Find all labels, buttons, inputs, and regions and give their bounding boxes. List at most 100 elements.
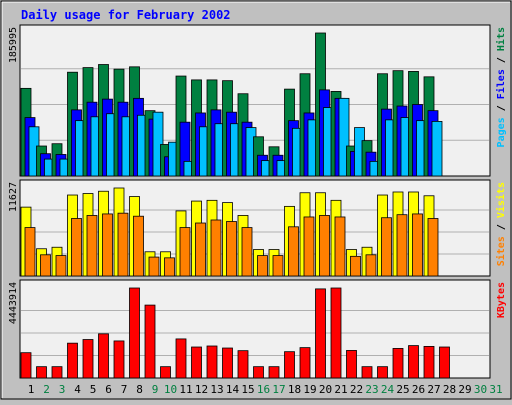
panel-visits-sites: 11627 Sites / Visits bbox=[8, 179, 507, 277]
x-tick-label: 20 bbox=[319, 383, 332, 396]
bar-sites-day-17 bbox=[272, 255, 284, 277]
x-tick-label: 11 bbox=[179, 383, 192, 396]
bar-kbytes-day-27 bbox=[423, 346, 435, 379]
x-tick-label: 27 bbox=[427, 383, 440, 396]
bar-kbytes-day-24 bbox=[377, 366, 388, 379]
panel-kbytes: 4443914 KBytes bbox=[8, 279, 507, 379]
x-axis-day-labels: 1 2 3 4 5 6 7 8 9 10 11 12 13 14 15 16 17 18 19 20 21 22 23 24 2… bbox=[28, 383, 503, 396]
x-tick-label: 29 bbox=[458, 383, 471, 396]
x-tick-label: 18 bbox=[288, 383, 301, 396]
x-tick-label: 28 bbox=[443, 383, 456, 396]
bar-kbytes-day-21 bbox=[330, 287, 342, 379]
panel-bars bbox=[20, 32, 443, 177]
bar-sites-day-10 bbox=[164, 257, 175, 277]
bar-kbytes-day-13 bbox=[206, 345, 218, 379]
bar-pages-day-27 bbox=[431, 121, 443, 177]
panels: 185995 Pages / Files / Hits 11627 Sites / V… bbox=[8, 24, 507, 379]
bar-sites-day-19 bbox=[303, 216, 315, 277]
x-tick-label: 22 bbox=[350, 383, 363, 396]
bar-kbytes-day-9 bbox=[144, 304, 156, 379]
x-tick-label: 14 bbox=[226, 383, 240, 396]
bar-kbytes-day-7 bbox=[113, 340, 125, 379]
bar-sites-day-6 bbox=[102, 213, 113, 277]
bar-sites-day-15 bbox=[241, 227, 253, 277]
panel-hits-files-pages: 185995 Pages / Files / Hits bbox=[8, 24, 507, 177]
x-tick-label: 31 bbox=[489, 383, 502, 396]
legend-entry: Sites bbox=[495, 236, 507, 266]
bar-kbytes-day-5 bbox=[82, 339, 94, 379]
bar-sites-day-25 bbox=[396, 214, 408, 277]
x-tick-label: 8 bbox=[136, 383, 143, 396]
legend-entry: KBytes bbox=[496, 282, 507, 318]
bar-kbytes-day-18 bbox=[284, 351, 295, 379]
x-tick-label: 4 bbox=[74, 383, 81, 396]
legend-entry: / bbox=[496, 218, 507, 236]
x-tick-label: 16 bbox=[257, 383, 270, 396]
panel-bars bbox=[20, 187, 439, 277]
bar-kbytes-day-4 bbox=[67, 342, 78, 379]
bar-kbytes-day-25 bbox=[392, 348, 404, 379]
x-tick-label: 15 bbox=[241, 383, 254, 396]
bar-kbytes-day-22 bbox=[346, 350, 357, 379]
x-tick-label: 7 bbox=[121, 383, 128, 396]
legend-entry: Files bbox=[495, 69, 507, 99]
legend-entry: Hits bbox=[495, 27, 507, 51]
legend-entry: / bbox=[496, 51, 507, 69]
bar-sites-day-4 bbox=[71, 218, 82, 277]
x-tick-label: 25 bbox=[396, 383, 409, 396]
bar-sites-day-23 bbox=[365, 254, 377, 277]
bar-kbytes-day-28 bbox=[439, 346, 450, 379]
bar-sites-day-16 bbox=[257, 255, 268, 277]
bar-kbytes-day-2 bbox=[36, 366, 47, 379]
chart-title: Daily usage for February 2002 bbox=[21, 8, 231, 22]
bar-sites-day-7 bbox=[117, 212, 129, 277]
x-tick-label: 6 bbox=[105, 383, 112, 396]
panel-legend: KBytes bbox=[496, 282, 507, 318]
bar-kbytes-day-15 bbox=[237, 350, 249, 379]
bar-sites-day-18 bbox=[288, 226, 299, 277]
panel-max-label: 185995 bbox=[8, 27, 19, 63]
bar-kbytes-day-1 bbox=[20, 352, 32, 379]
x-tick-label: 5 bbox=[90, 383, 97, 396]
bar-sites-day-8 bbox=[133, 215, 144, 277]
x-tick-label: 9 bbox=[152, 383, 159, 396]
bar-sites-day-22 bbox=[350, 255, 361, 277]
bar-kbytes-day-16 bbox=[253, 366, 264, 379]
bar-kbytes-day-10 bbox=[160, 366, 171, 379]
bar-sites-day-9 bbox=[148, 256, 160, 277]
bar-kbytes-day-19 bbox=[299, 347, 311, 379]
bar-kbytes-day-11 bbox=[175, 338, 187, 379]
x-tick-label: 17 bbox=[272, 383, 285, 396]
bar-sites-day-13 bbox=[210, 219, 222, 277]
bar-sites-day-20 bbox=[319, 215, 330, 277]
panel-legend: Sites / Visits bbox=[495, 182, 507, 266]
x-tick-label: 2 bbox=[43, 383, 50, 396]
bar-sites-day-11 bbox=[179, 227, 191, 277]
x-tick-label: 19 bbox=[303, 383, 316, 396]
bar-kbytes-day-20 bbox=[315, 288, 326, 379]
bar-sites-day-1 bbox=[24, 227, 36, 277]
x-tick-label: 12 bbox=[195, 383, 208, 396]
x-tick-label: 3 bbox=[59, 383, 66, 396]
panel-max-label: 11627 bbox=[8, 182, 19, 212]
x-tick-label: 23 bbox=[365, 383, 378, 396]
bar-sites-day-12 bbox=[195, 222, 206, 277]
legend-entry: Pages bbox=[496, 117, 507, 147]
x-tick-label: 10 bbox=[164, 383, 177, 396]
bar-kbytes-day-6 bbox=[98, 333, 109, 379]
bar-kbytes-day-17 bbox=[268, 366, 280, 379]
bar-sites-day-5 bbox=[86, 215, 98, 277]
bar-sites-day-26 bbox=[412, 213, 423, 277]
bar-sites-day-14 bbox=[226, 221, 237, 277]
x-tick-label: 13 bbox=[210, 383, 223, 396]
bar-sites-day-2 bbox=[40, 254, 51, 277]
bar-sites-day-3 bbox=[55, 255, 67, 277]
bar-kbytes-day-12 bbox=[191, 346, 202, 379]
x-tick-label: 21 bbox=[334, 383, 347, 396]
bar-kbytes-day-14 bbox=[222, 347, 233, 379]
x-tick-label: 24 bbox=[381, 383, 395, 396]
x-tick-label: 1 bbox=[28, 383, 35, 396]
bar-sites-day-21 bbox=[334, 216, 346, 277]
bar-kbytes-day-23 bbox=[361, 366, 373, 379]
